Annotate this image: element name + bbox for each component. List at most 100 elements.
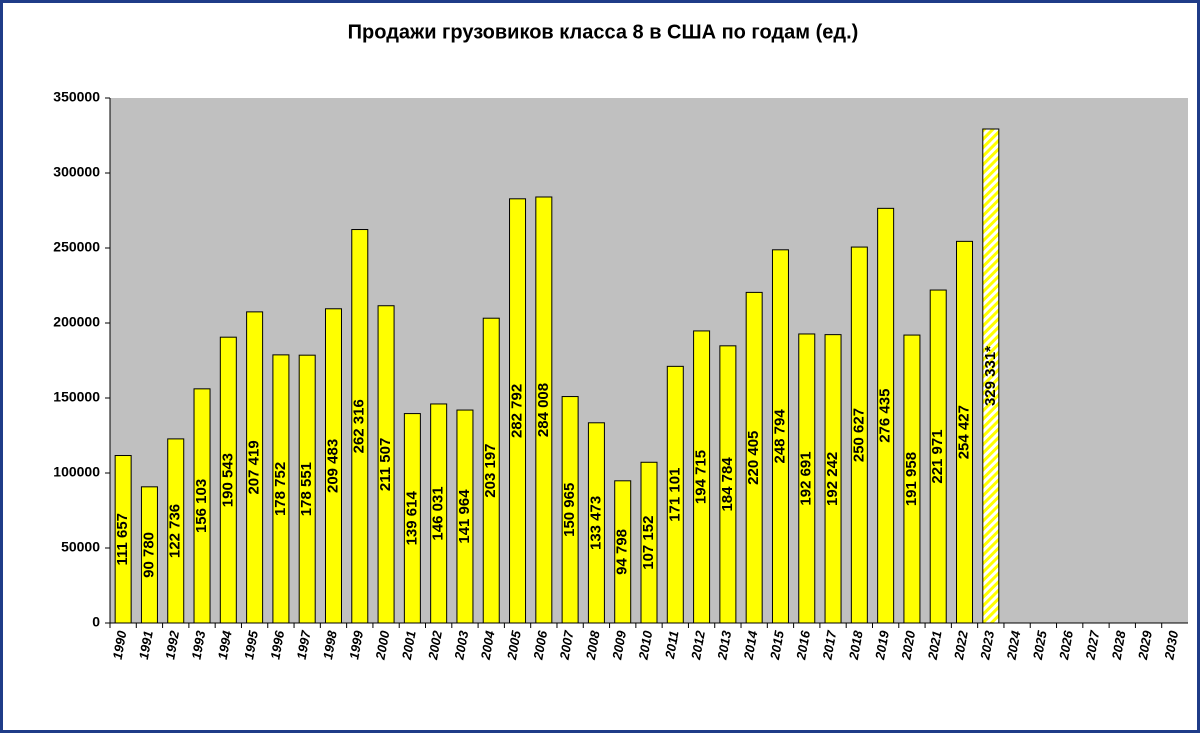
value-label: 203 197 (482, 443, 499, 497)
bar (798, 333, 816, 624)
bar (719, 345, 737, 624)
value-label: 221 971 (929, 429, 946, 483)
x-tick-label: 1999 (346, 629, 366, 661)
x-tick-label: 2023 (977, 629, 997, 662)
value-label: 254 427 (955, 405, 972, 459)
value-label: 178 752 (272, 462, 289, 516)
y-tick-label: 300000 (53, 164, 100, 180)
bar (456, 409, 474, 624)
x-tick-label: 2013 (714, 629, 734, 662)
x-tick-label: 1995 (241, 629, 261, 661)
x-tick-label: 2016 (793, 629, 813, 662)
value-label: 276 435 (877, 389, 894, 443)
value-label: 122 736 (167, 504, 184, 558)
bar (929, 289, 947, 624)
value-label: 90 780 (140, 532, 157, 578)
bar (403, 413, 421, 624)
x-tick-label: 2022 (951, 629, 971, 662)
bar (430, 403, 448, 624)
x-tick-label: 2028 (1109, 629, 1129, 662)
x-tick-label: 2008 (583, 629, 603, 662)
value-label: 282 792 (509, 384, 526, 438)
x-tick-label: 2030 (1161, 629, 1181, 662)
x-tick-label: 2024 (1003, 629, 1023, 662)
x-tick-label: 1996 (267, 629, 287, 661)
x-tick-label: 1990 (110, 629, 130, 661)
x-tick-label: 2000 (372, 629, 392, 662)
y-tick-label: 100000 (53, 464, 100, 480)
value-label: 284 008 (535, 383, 552, 437)
value-label: 248 794 (771, 409, 788, 464)
bar (693, 330, 711, 624)
x-tick-label: 2012 (688, 629, 708, 662)
x-tick-label: 2006 (530, 629, 550, 662)
bar (219, 336, 237, 624)
value-label: 207 419 (246, 440, 263, 494)
value-label: 150 965 (561, 483, 578, 537)
bar (482, 317, 500, 624)
value-label: 178 551 (298, 462, 315, 516)
bar (272, 354, 290, 624)
value-label: 146 031 (430, 486, 447, 540)
x-tick-label: 2005 (504, 629, 524, 662)
value-label: 141 964 (456, 489, 473, 544)
bar (850, 246, 868, 624)
value-label: 220 405 (745, 431, 762, 485)
y-tick-label: 250000 (53, 239, 100, 255)
bar (614, 480, 632, 624)
bar (114, 455, 132, 624)
value-label: 171 101 (666, 468, 683, 522)
value-label: 107 152 (640, 516, 657, 570)
x-tick-label: 1991 (136, 630, 156, 661)
bar (982, 128, 1000, 624)
value-label: 192 242 (824, 452, 841, 506)
x-tick-label: 1997 (294, 629, 314, 661)
bar (561, 396, 579, 624)
bar (140, 486, 158, 624)
x-tick-label: 1994 (215, 629, 235, 661)
y-tick-label: 350000 (53, 89, 100, 105)
x-tick-label: 2029 (1135, 629, 1155, 662)
y-tick-label: 50000 (61, 539, 100, 555)
x-tick-label: 2026 (1056, 629, 1076, 662)
bar (193, 388, 211, 624)
x-tick-label: 2017 (819, 629, 839, 662)
bar (509, 198, 527, 624)
x-tick-label: 2003 (451, 629, 471, 662)
y-tick-label: 0 (92, 614, 100, 630)
value-label: 139 614 (403, 491, 420, 546)
x-tick-label: 2019 (872, 629, 892, 662)
value-label: 191 958 (903, 452, 920, 506)
bar (771, 249, 789, 624)
value-label: 184 784 (719, 457, 736, 512)
x-tick-label: 1992 (162, 629, 182, 661)
value-label: 156 103 (193, 479, 210, 533)
bar (903, 334, 921, 624)
value-label: 209 483 (324, 439, 341, 493)
x-tick-label: 2025 (1030, 629, 1050, 662)
bar (298, 354, 316, 624)
bar (587, 422, 605, 624)
x-tick-label: 2009 (609, 629, 629, 662)
value-label: 329 331* (982, 346, 999, 406)
bar (535, 196, 553, 624)
bar (745, 291, 763, 624)
x-tick-label: 2020 (898, 629, 918, 662)
value-label: 94 798 (614, 529, 631, 575)
bar (351, 229, 369, 624)
x-tick-label: 2011 (662, 630, 682, 661)
bar (956, 240, 974, 624)
bar (377, 305, 395, 624)
y-tick-label: 200000 (53, 314, 100, 330)
bar (640, 461, 658, 624)
x-tick-label: 2002 (425, 629, 445, 662)
bar (666, 365, 684, 624)
x-tick-label: 1993 (189, 629, 209, 661)
x-tick-label: 2007 (556, 629, 576, 662)
value-label: 250 627 (850, 408, 867, 462)
bar (877, 207, 895, 624)
x-tick-label: 1998 (320, 629, 340, 661)
value-label: 211 507 (377, 438, 394, 491)
